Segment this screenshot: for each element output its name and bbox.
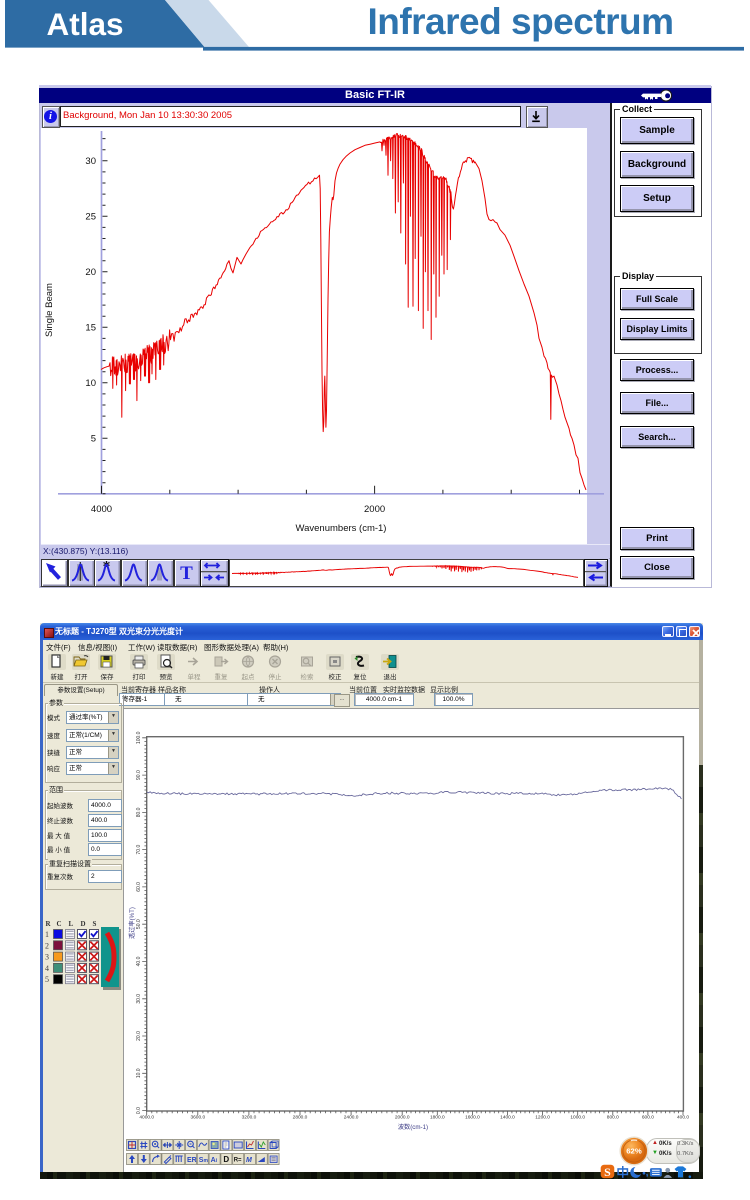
svg-text:2000: 2000: [364, 504, 385, 515]
svg-text:60.0: 60.0: [136, 882, 142, 892]
svg-text:2: 2: [45, 941, 49, 950]
svg-text:10: 10: [85, 378, 96, 389]
svg-text:80.0: 80.0: [136, 807, 142, 817]
svg-text:2000.0: 2000.0: [395, 1115, 410, 1121]
svg-text:R=: R=: [234, 1157, 242, 1163]
svg-text:0.0: 0.0: [136, 1107, 142, 1114]
svg-text:70.0: 70.0: [136, 845, 142, 855]
svg-text:1600.0: 1600.0: [465, 1115, 480, 1121]
svg-text:400.0: 400.0: [677, 1115, 689, 1121]
svg-text:1000.0: 1000.0: [570, 1115, 585, 1121]
svg-text:3200.0: 3200.0: [242, 1115, 257, 1121]
svg-text:波数(cm-1): 波数(cm-1): [398, 1123, 428, 1131]
svg-text:15: 15: [85, 323, 96, 334]
svg-text:Wavenumbers (cm-1): Wavenumbers (cm-1): [296, 523, 387, 534]
svg-text:30.0: 30.0: [136, 994, 142, 1004]
svg-text:4000.0: 4000.0: [139, 1115, 154, 1121]
svg-text:2800.0: 2800.0: [293, 1115, 308, 1121]
svg-text:2400.0: 2400.0: [344, 1115, 359, 1121]
svg-text:Single Beam: Single Beam: [44, 283, 55, 337]
svg-text:T: T: [180, 563, 193, 584]
svg-text:800.0: 800.0: [607, 1115, 619, 1121]
svg-text:Sm: Sm: [199, 1157, 209, 1164]
svg-text:4: 4: [45, 964, 49, 973]
svg-text:4000: 4000: [91, 504, 112, 515]
svg-text:D: D: [223, 1155, 229, 1164]
svg-text:1400.0: 1400.0: [500, 1115, 515, 1121]
svg-text:1800.0: 1800.0: [430, 1115, 445, 1121]
svg-text:3: 3: [45, 953, 49, 962]
svg-text:25: 25: [85, 212, 96, 223]
svg-text:62%: 62%: [626, 1147, 642, 1156]
svg-text:ER: ER: [187, 1157, 197, 1164]
svg-text:1200.0: 1200.0: [535, 1115, 550, 1121]
svg-text:5: 5: [45, 975, 49, 984]
svg-text:S: S: [604, 1165, 611, 1179]
svg-text:1: 1: [45, 930, 49, 939]
svg-text:5: 5: [91, 434, 96, 445]
svg-text:透过率(%T): 透过率(%T): [128, 907, 136, 939]
svg-text:20: 20: [85, 267, 96, 278]
svg-text:50.0: 50.0: [136, 919, 142, 929]
svg-text:90.0: 90.0: [136, 770, 142, 780]
svg-text:Ai: Ai: [211, 1157, 218, 1164]
svg-text:20.0: 20.0: [136, 1031, 142, 1041]
svg-text:100.0: 100.0: [136, 731, 142, 744]
svg-text:30: 30: [85, 156, 96, 167]
svg-text:600.0: 600.0: [642, 1115, 654, 1121]
svg-text:10.0: 10.0: [136, 1068, 142, 1078]
svg-text:40.0: 40.0: [136, 956, 142, 966]
svg-text:M: M: [246, 1157, 252, 1164]
svg-text:3600.0: 3600.0: [190, 1115, 205, 1121]
